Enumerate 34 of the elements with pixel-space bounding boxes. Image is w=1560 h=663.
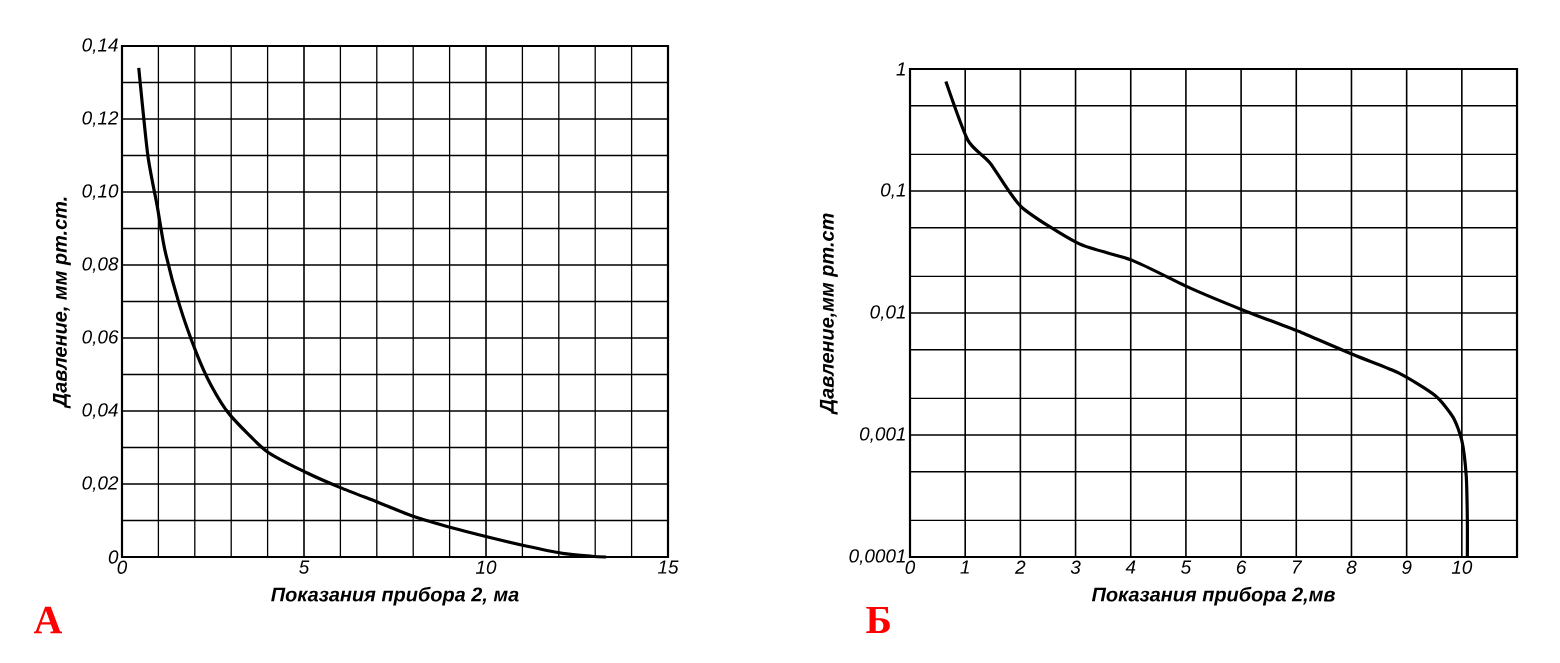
x-tick-label: 0	[117, 560, 128, 574]
y-tick-label: 0,06	[82, 330, 119, 346]
y-tick-label: 0,04	[82, 403, 118, 419]
y-tick-label: 0,02	[82, 476, 119, 492]
x-tick-label: 2	[1015, 560, 1026, 574]
x-tick-label: 10	[475, 560, 497, 574]
text: Б	[866, 606, 890, 634]
x-tick-label: 9	[1402, 560, 1412, 574]
y-tick-label: 1	[896, 62, 905, 76]
y-tick-label: 0,1	[881, 183, 905, 199]
y-tick-label: 0,01	[870, 305, 905, 321]
y-axis-title: Давление, мм рт.ст.	[52, 197, 71, 409]
y-tick-label: 0	[108, 550, 119, 564]
x-tick-label: 5	[299, 560, 310, 574]
x-tick-label: 8	[1346, 560, 1357, 574]
x-tick-label: 5	[1181, 560, 1192, 574]
x-tick-label: 10	[1451, 560, 1473, 574]
y-tick-label: 0,0001	[849, 549, 905, 565]
x-tick-label: 7	[1292, 560, 1303, 574]
y-tick-label: 0,10	[82, 184, 119, 200]
x-tick-label: 3	[1070, 560, 1081, 574]
y-tick-label: 0,14	[82, 38, 118, 54]
y-tick-label: 0,001	[859, 427, 905, 443]
text: А	[33, 606, 62, 634]
x-tick-label: 1	[960, 560, 969, 574]
y-tick-label: 0,12	[82, 111, 119, 127]
y-tick-label: 0,08	[82, 257, 119, 273]
x-axis-title: Показания прибора 2, ма	[271, 586, 519, 606]
x-tick-label: 15	[657, 560, 679, 574]
y-axis-title: Давление,мм рт.ст	[819, 213, 838, 415]
x-tick-label: 0	[905, 560, 916, 574]
x-tick-label: 6	[1236, 560, 1247, 574]
x-tick-label: 4	[1125, 560, 1136, 574]
x-axis-title: Показания прибора 2,мв	[1091, 586, 1335, 606]
